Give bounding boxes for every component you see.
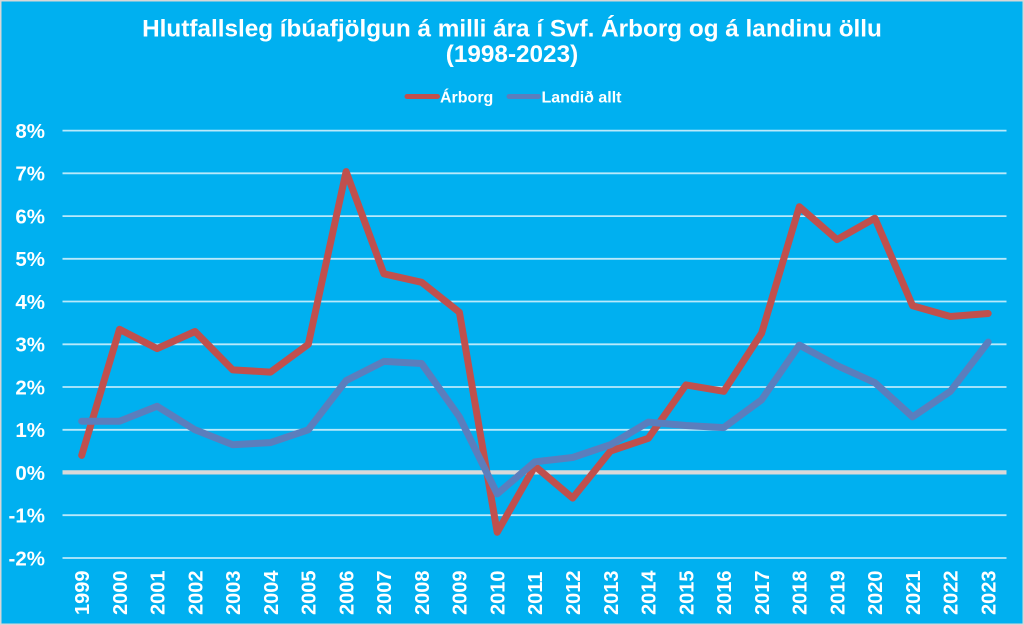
svg-text:2022: 2022 <box>941 571 963 616</box>
svg-text:8%: 8% <box>15 120 45 143</box>
svg-text:2019: 2019 <box>827 571 849 616</box>
svg-text:2018: 2018 <box>790 571 812 616</box>
svg-text:Árborg: Árborg <box>440 88 493 107</box>
svg-text:2009: 2009 <box>450 571 472 616</box>
svg-text:7%: 7% <box>15 163 45 186</box>
svg-text:2%: 2% <box>15 376 45 399</box>
svg-text:2013: 2013 <box>601 571 623 616</box>
svg-text:2021: 2021 <box>903 571 925 616</box>
svg-text:2004: 2004 <box>261 570 283 615</box>
svg-text:2023: 2023 <box>979 571 1001 616</box>
svg-text:-2%: -2% <box>9 547 45 570</box>
svg-text:2014: 2014 <box>639 570 661 615</box>
svg-text:2010: 2010 <box>488 571 510 616</box>
svg-text:2015: 2015 <box>676 571 698 616</box>
svg-text:2020: 2020 <box>865 571 887 616</box>
svg-text:2016: 2016 <box>714 571 736 616</box>
svg-text:2006: 2006 <box>336 571 358 616</box>
svg-text:2007: 2007 <box>374 571 396 616</box>
svg-text:2005: 2005 <box>299 571 321 616</box>
svg-text:1%: 1% <box>15 419 45 442</box>
svg-text:1999: 1999 <box>72 571 94 616</box>
svg-text:2012: 2012 <box>563 571 585 616</box>
svg-text:2000: 2000 <box>110 571 132 616</box>
svg-text:Hlutfallsleg íbúafjölgun á mil: Hlutfallsleg íbúafjölgun á milli ára í S… <box>142 15 882 43</box>
svg-text:6%: 6% <box>15 205 45 228</box>
svg-text:4%: 4% <box>15 291 45 314</box>
svg-text:3%: 3% <box>15 334 45 357</box>
svg-text:2017: 2017 <box>752 571 774 616</box>
svg-text:5%: 5% <box>15 248 45 271</box>
svg-text:2001: 2001 <box>148 571 170 616</box>
svg-text:-1%: -1% <box>9 505 45 528</box>
svg-text:2008: 2008 <box>412 571 434 616</box>
svg-text:2011: 2011 <box>525 572 547 615</box>
svg-text:(1998-2023): (1998-2023) <box>446 41 578 68</box>
svg-text:2003: 2003 <box>223 571 245 616</box>
svg-text:Landið allt: Landið allt <box>542 90 623 107</box>
svg-text:0%: 0% <box>15 462 45 485</box>
svg-text:2002: 2002 <box>185 571 207 616</box>
